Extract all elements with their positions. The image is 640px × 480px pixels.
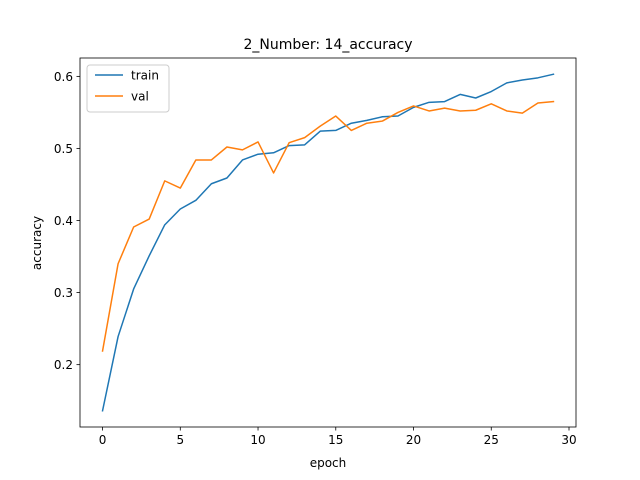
x-tick-label: 30 xyxy=(561,433,576,447)
legend-label-train: train xyxy=(131,69,159,83)
legend: train val xyxy=(86,64,170,113)
y-axis-label: accuracy xyxy=(30,216,44,270)
legend-label-val: val xyxy=(131,90,149,104)
y-tick-label: 0.5 xyxy=(54,142,73,156)
x-axis-label: epoch xyxy=(310,456,347,470)
y-tick-label: 0.2 xyxy=(54,358,73,372)
y-tick-label: 0.3 xyxy=(54,286,73,300)
x-tick-label: 10 xyxy=(250,433,265,447)
x-tick-label: 0 xyxy=(99,433,107,447)
y-tick-label: 0.6 xyxy=(54,70,73,84)
legend-box xyxy=(86,64,170,113)
x-tick-label: 20 xyxy=(406,433,421,447)
chart-title: 2_Number: 14_accuracy xyxy=(243,37,412,53)
x-tick-label: 5 xyxy=(176,433,184,447)
x-tick-label: 15 xyxy=(328,433,343,447)
axes-frame xyxy=(79,57,577,428)
x-tick-label: 25 xyxy=(484,433,499,447)
series-line-train xyxy=(101,73,555,412)
series-line-val xyxy=(101,100,555,352)
y-tick-label: 0.4 xyxy=(54,214,73,228)
plot-area: 0 5 10 15 20 25 30 0.2 0.3 0.4 0.5 0.6 xyxy=(54,57,577,447)
